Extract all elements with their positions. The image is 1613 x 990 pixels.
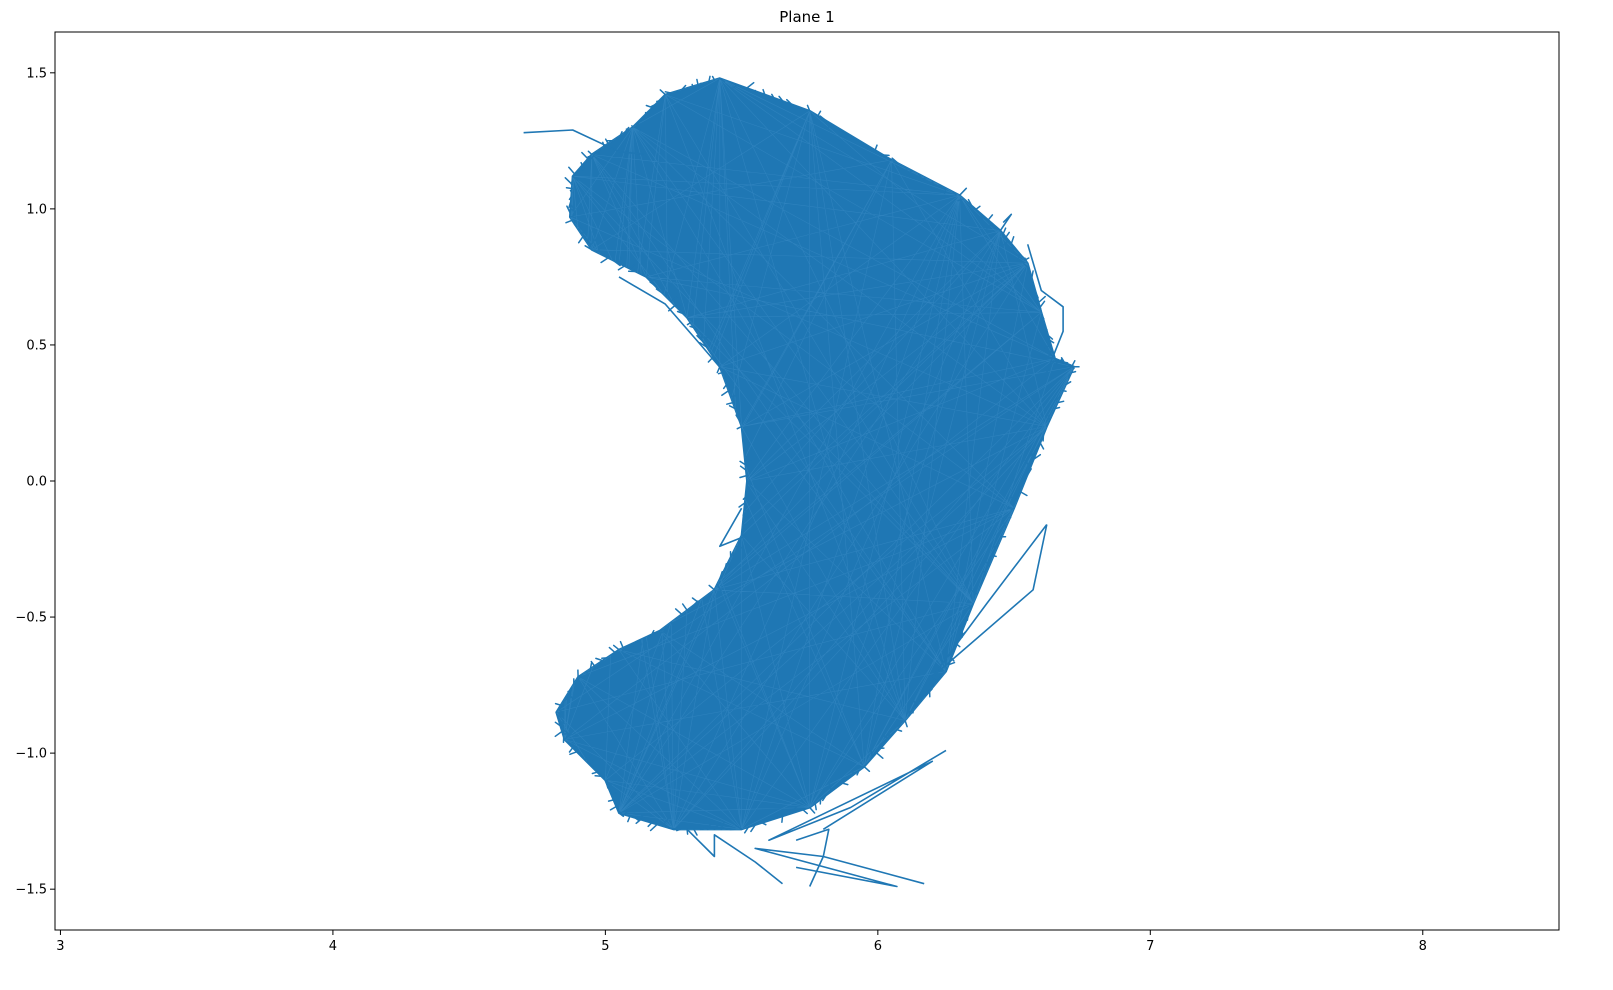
x-tick-label: 4 (329, 939, 337, 954)
series-line-spur-8 (795, 828, 830, 887)
series-line-edge (554, 75, 1080, 836)
series-line-spur-6 (754, 847, 925, 888)
series-line-spur-7 (686, 828, 783, 885)
series-line-spur-2 (718, 507, 748, 548)
plot-area (523, 75, 1080, 888)
x-tick-label: 6 (874, 939, 882, 954)
x-tick-label: 7 (1146, 939, 1154, 954)
y-tick-label: 0.0 (26, 475, 47, 490)
axes: 3 4 5 6 7 8 −1.5 −1.0 −0.5 0.0 0.5 1.0 1.5 (15, 31, 1560, 954)
series-line-spur-0 (523, 129, 647, 156)
y-tick-label: −1.5 (15, 883, 47, 898)
y-tick-label: 1.0 (26, 202, 47, 217)
chart-title: Plane 1 (779, 8, 834, 26)
x-tick-label: 5 (601, 939, 609, 954)
y-tick-label: −0.5 (15, 611, 47, 626)
series-line-spur-5 (768, 749, 947, 842)
y-tick-label: −1.0 (15, 747, 47, 762)
series-line-spur-4 (931, 524, 1048, 678)
series-line-spur-1 (618, 276, 735, 384)
x-tick-label: 8 (1419, 939, 1427, 954)
series-line-spur-3 (1026, 244, 1064, 373)
series-line-spur-9 (999, 213, 1013, 232)
y-tick-label: 1.5 (26, 66, 47, 81)
series-group (523, 75, 1080, 888)
y-tick-label: 0.5 (26, 338, 47, 353)
x-tick-label: 3 (56, 939, 64, 954)
